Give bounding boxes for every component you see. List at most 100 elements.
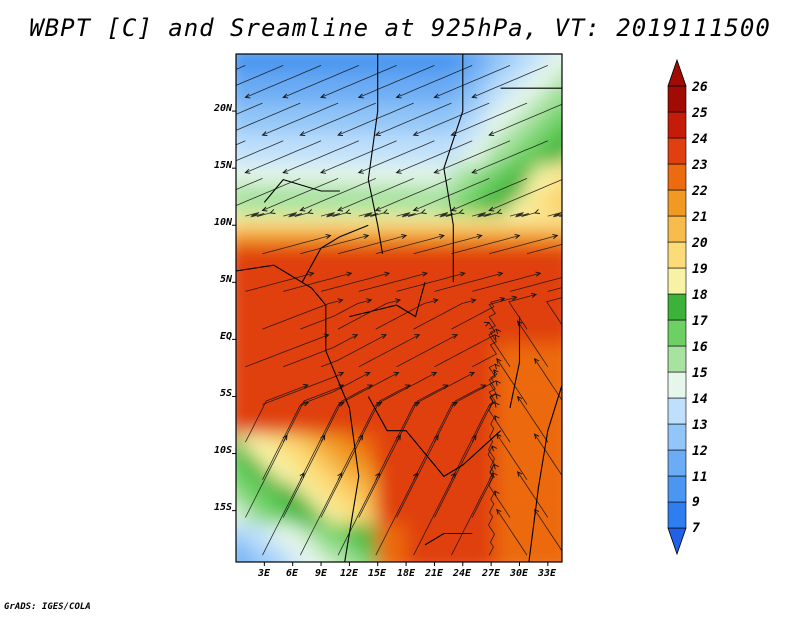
field-cell — [436, 374, 447, 385]
field-cell — [436, 474, 447, 485]
field-cell — [546, 424, 557, 435]
field-cell — [476, 554, 487, 562]
field-cell — [286, 344, 297, 355]
field-cell — [346, 254, 357, 265]
field-cell — [446, 454, 457, 465]
field-cell — [526, 124, 537, 135]
field-cell — [296, 314, 307, 325]
field-cell — [376, 544, 387, 555]
field-cell — [476, 224, 487, 235]
field-cell — [496, 84, 507, 95]
streamline — [320, 140, 397, 174]
field-cell — [546, 554, 557, 562]
field-cell — [236, 114, 237, 125]
field-cell — [476, 154, 487, 165]
field-cell — [296, 184, 307, 195]
field-cell — [336, 154, 347, 165]
field-cell — [536, 114, 547, 125]
field-cell — [276, 244, 287, 255]
field-cell — [546, 494, 557, 505]
field-cell — [436, 84, 447, 95]
field-cell — [346, 224, 357, 235]
lon-label: 12E — [339, 568, 359, 579]
field-cell — [296, 244, 307, 255]
field-cell — [526, 504, 537, 515]
field-cell — [496, 414, 507, 425]
streamline-arrow — [533, 357, 540, 364]
streamline-arrow — [433, 93, 440, 99]
field-cell — [516, 184, 527, 195]
field-cell — [246, 314, 257, 325]
field-cell — [546, 324, 557, 335]
streamline — [396, 140, 473, 174]
field-cell — [486, 504, 497, 515]
field-cell — [306, 494, 317, 505]
field-cell — [436, 94, 447, 105]
field-cell — [456, 474, 467, 485]
field-cell — [386, 224, 397, 235]
colorbar-label: 9 — [692, 495, 700, 510]
field-cell — [386, 354, 397, 365]
streamline — [451, 178, 528, 211]
field-cell — [436, 124, 447, 135]
field-cell — [236, 94, 247, 105]
field-cell — [326, 254, 337, 265]
field-cell — [536, 214, 547, 225]
field-cell — [236, 494, 247, 505]
field-cell — [396, 374, 407, 385]
field-cell — [316, 454, 327, 465]
field-cell — [236, 384, 247, 395]
field-cell — [446, 74, 457, 85]
field-cell — [236, 234, 247, 245]
field-cell — [236, 144, 247, 155]
field-cell — [286, 304, 297, 315]
field-cell — [466, 334, 477, 345]
streamline — [375, 472, 418, 556]
field-cell — [346, 534, 357, 545]
field-cell — [286, 114, 297, 125]
field-cell — [476, 204, 487, 215]
field-cell — [556, 184, 562, 195]
field-cell — [556, 304, 562, 315]
field-cell — [496, 384, 507, 395]
field-cell — [316, 214, 327, 225]
field-cell — [276, 104, 287, 115]
field-cell — [326, 414, 337, 425]
field-cell — [336, 444, 347, 455]
field-cell — [326, 364, 337, 375]
field-cell — [236, 334, 247, 345]
field-cell — [536, 54, 547, 65]
field-cell — [516, 54, 527, 65]
field-cell — [336, 544, 347, 555]
field-cell — [376, 84, 387, 95]
field-cell — [356, 374, 367, 385]
field-cell — [326, 124, 337, 135]
field-cell — [336, 304, 347, 315]
field-cell — [506, 114, 517, 125]
field-cell — [296, 424, 307, 435]
field-cell — [326, 54, 337, 55]
field-cell — [456, 144, 467, 155]
field-cell — [236, 154, 247, 165]
field-cell — [326, 64, 337, 75]
field-cell — [496, 194, 507, 205]
streamline — [509, 212, 536, 218]
field-cell — [436, 304, 447, 315]
field-cell — [286, 384, 297, 395]
field-cell — [546, 104, 557, 115]
field-cell — [406, 224, 417, 235]
field-cell — [346, 284, 357, 295]
field-cell — [436, 214, 447, 225]
field-cell — [486, 284, 497, 295]
field-cell — [416, 484, 427, 495]
field-cell — [536, 204, 547, 215]
field-cell — [276, 284, 287, 295]
field-cell — [496, 234, 507, 245]
field-cell — [316, 554, 327, 562]
border-line — [424, 532, 473, 546]
streamline-arrow — [320, 93, 327, 99]
streamline — [283, 140, 359, 174]
colorbar-segment — [667, 345, 687, 373]
field-cell — [426, 444, 437, 455]
field-cell — [236, 194, 237, 205]
